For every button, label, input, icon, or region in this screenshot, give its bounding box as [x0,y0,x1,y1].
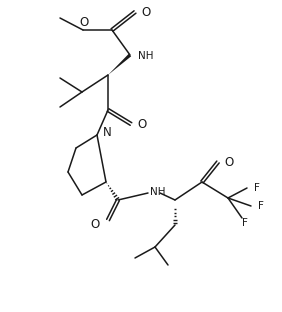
Text: O: O [224,157,233,169]
Text: NH: NH [150,187,166,197]
Text: F: F [242,218,248,228]
Text: NH: NH [138,51,153,61]
Text: F: F [258,201,264,211]
Text: F: F [254,183,260,193]
Text: O: O [79,16,89,29]
Polygon shape [108,54,131,75]
Text: O: O [137,119,146,131]
Text: O: O [91,218,100,232]
Text: N: N [103,126,112,139]
Text: O: O [141,7,150,19]
